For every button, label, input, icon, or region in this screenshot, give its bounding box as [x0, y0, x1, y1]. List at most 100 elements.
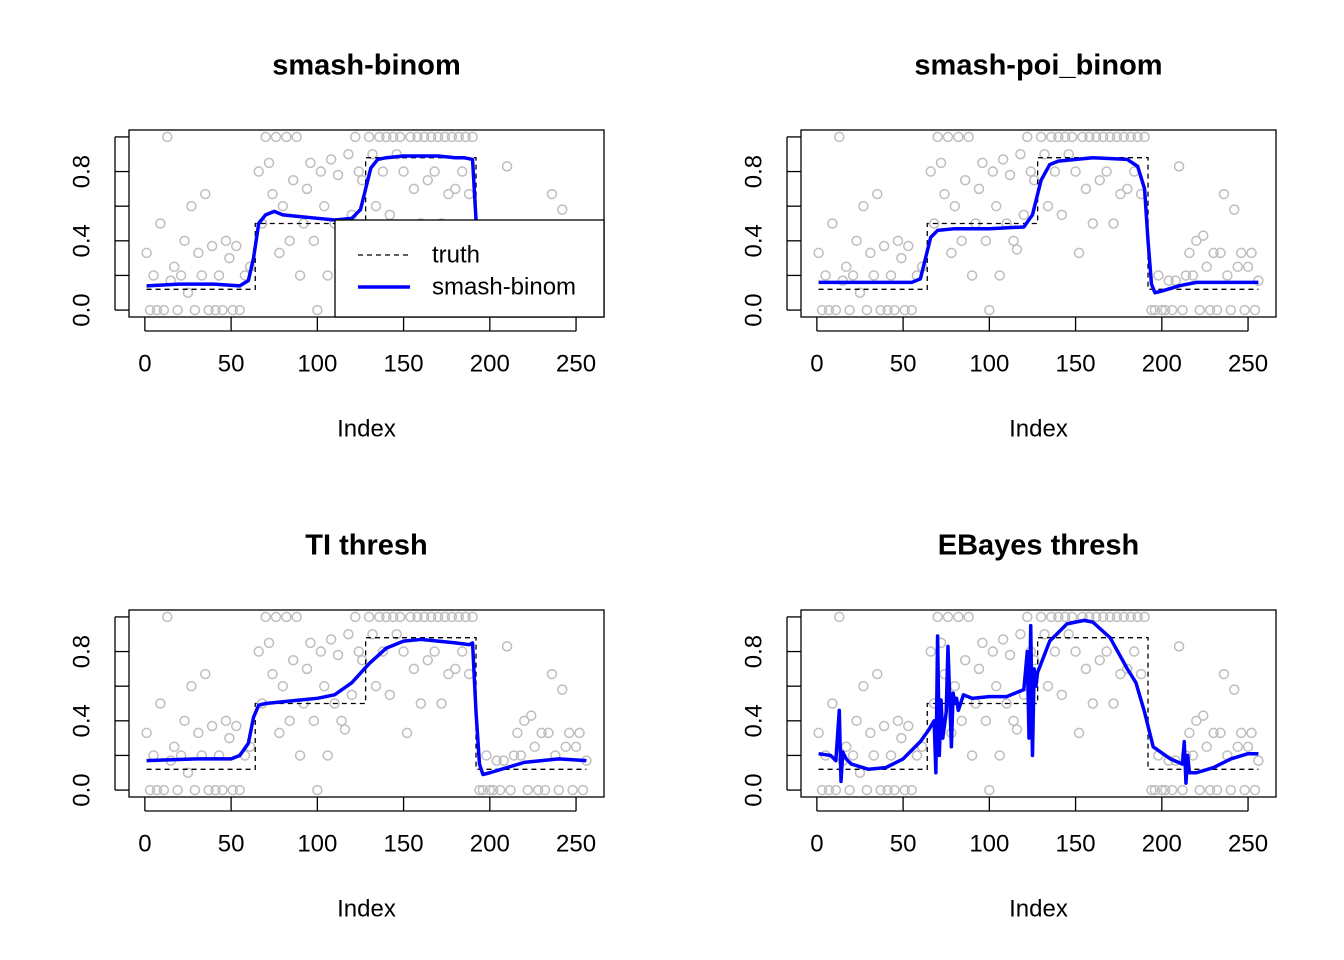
observation: [501, 161, 513, 172]
observation: [1125, 611, 1137, 623]
observation: [1053, 131, 1064, 143]
x-tick-label: 200: [470, 830, 510, 857]
observation: [980, 715, 992, 727]
x-tick-label: 150: [384, 830, 424, 857]
observation: [210, 304, 221, 316]
observation: [148, 270, 159, 281]
observation: [1108, 698, 1119, 709]
observation: [1166, 784, 1178, 796]
observation: [193, 247, 204, 259]
observation: [144, 784, 156, 796]
observation: [158, 784, 170, 796]
observation: [1022, 611, 1033, 623]
observation: [906, 784, 917, 796]
observation: [816, 784, 828, 796]
x-tick-label: 150: [1056, 350, 1096, 377]
observation: [885, 270, 897, 281]
observation: [868, 750, 880, 761]
x-tick-label: 50: [890, 350, 917, 377]
observation: [1053, 611, 1064, 623]
observation: [422, 174, 433, 186]
observation: [456, 166, 468, 177]
observation: [1011, 244, 1023, 255]
x-tick-label: 100: [969, 830, 1009, 857]
observation: [374, 131, 385, 143]
observation: [196, 270, 208, 281]
observation: [460, 611, 471, 623]
chart-title: smash-binom: [272, 50, 461, 82]
observation: [1160, 784, 1171, 796]
observation: [277, 200, 289, 212]
observation: [1225, 784, 1237, 796]
observation: [436, 698, 447, 709]
observation: [446, 131, 458, 143]
estimate-line: [146, 637, 587, 777]
observation: [227, 304, 239, 316]
observation: [1166, 304, 1178, 316]
observation: [997, 154, 1009, 165]
observation: [896, 732, 907, 744]
observation: [322, 270, 333, 281]
observation: [387, 611, 399, 623]
observation: [277, 680, 289, 692]
x-tick-label: 200: [470, 350, 510, 377]
legend: truth smash-binom: [334, 219, 605, 318]
observation: [1184, 727, 1195, 739]
estimate-line: [818, 155, 1259, 295]
y-tick-label: 0.0: [68, 773, 95, 806]
observation: [315, 166, 327, 177]
observation: [1091, 611, 1102, 623]
observation: [1015, 148, 1026, 160]
observation: [949, 680, 961, 692]
observation: [1135, 668, 1147, 680]
observation: [557, 684, 568, 695]
observation: [155, 698, 166, 709]
x-axis-label: Index: [1009, 895, 1068, 922]
observation: [959, 654, 971, 666]
observation: [1039, 148, 1050, 160]
observation: [851, 715, 862, 727]
observation: [206, 240, 218, 252]
observation: [1073, 247, 1085, 259]
observation: [432, 131, 444, 143]
observation: [199, 188, 211, 200]
observation: [823, 784, 835, 796]
observation: [325, 154, 337, 165]
observation: [861, 304, 873, 316]
observation: [460, 131, 471, 143]
observation: [925, 166, 936, 177]
plot-frame: [128, 609, 605, 798]
observation: [394, 611, 406, 623]
observation: [419, 611, 430, 623]
observation: [1191, 715, 1202, 727]
x-tick-label: 150: [1056, 830, 1096, 857]
observation: [350, 611, 361, 623]
observation: [816, 304, 828, 316]
observation: [301, 663, 313, 675]
y-tick-label: 0.4: [68, 224, 95, 257]
observation: [827, 218, 838, 229]
observation: [405, 611, 416, 623]
observation: [1170, 275, 1181, 286]
legend-box: [334, 219, 605, 318]
observation: [267, 668, 278, 680]
truth-line: [146, 637, 587, 770]
observation: [977, 157, 988, 169]
x-tick-label: 50: [890, 830, 917, 857]
x-tick-label: 50: [218, 830, 245, 857]
x-tick-label: 0: [810, 350, 823, 377]
observation: [1253, 755, 1264, 766]
x-axis-label: Index: [337, 415, 396, 442]
observation: [1094, 174, 1105, 186]
observation: [162, 131, 173, 143]
observation: [942, 131, 954, 143]
observation: [1125, 131, 1137, 143]
observation: [260, 131, 271, 143]
observation: [343, 628, 354, 640]
observation: [567, 784, 578, 796]
observation: [1246, 727, 1257, 739]
observation: [367, 628, 378, 640]
observation: [151, 304, 163, 316]
observation: [1059, 131, 1071, 143]
observation: [175, 270, 187, 281]
